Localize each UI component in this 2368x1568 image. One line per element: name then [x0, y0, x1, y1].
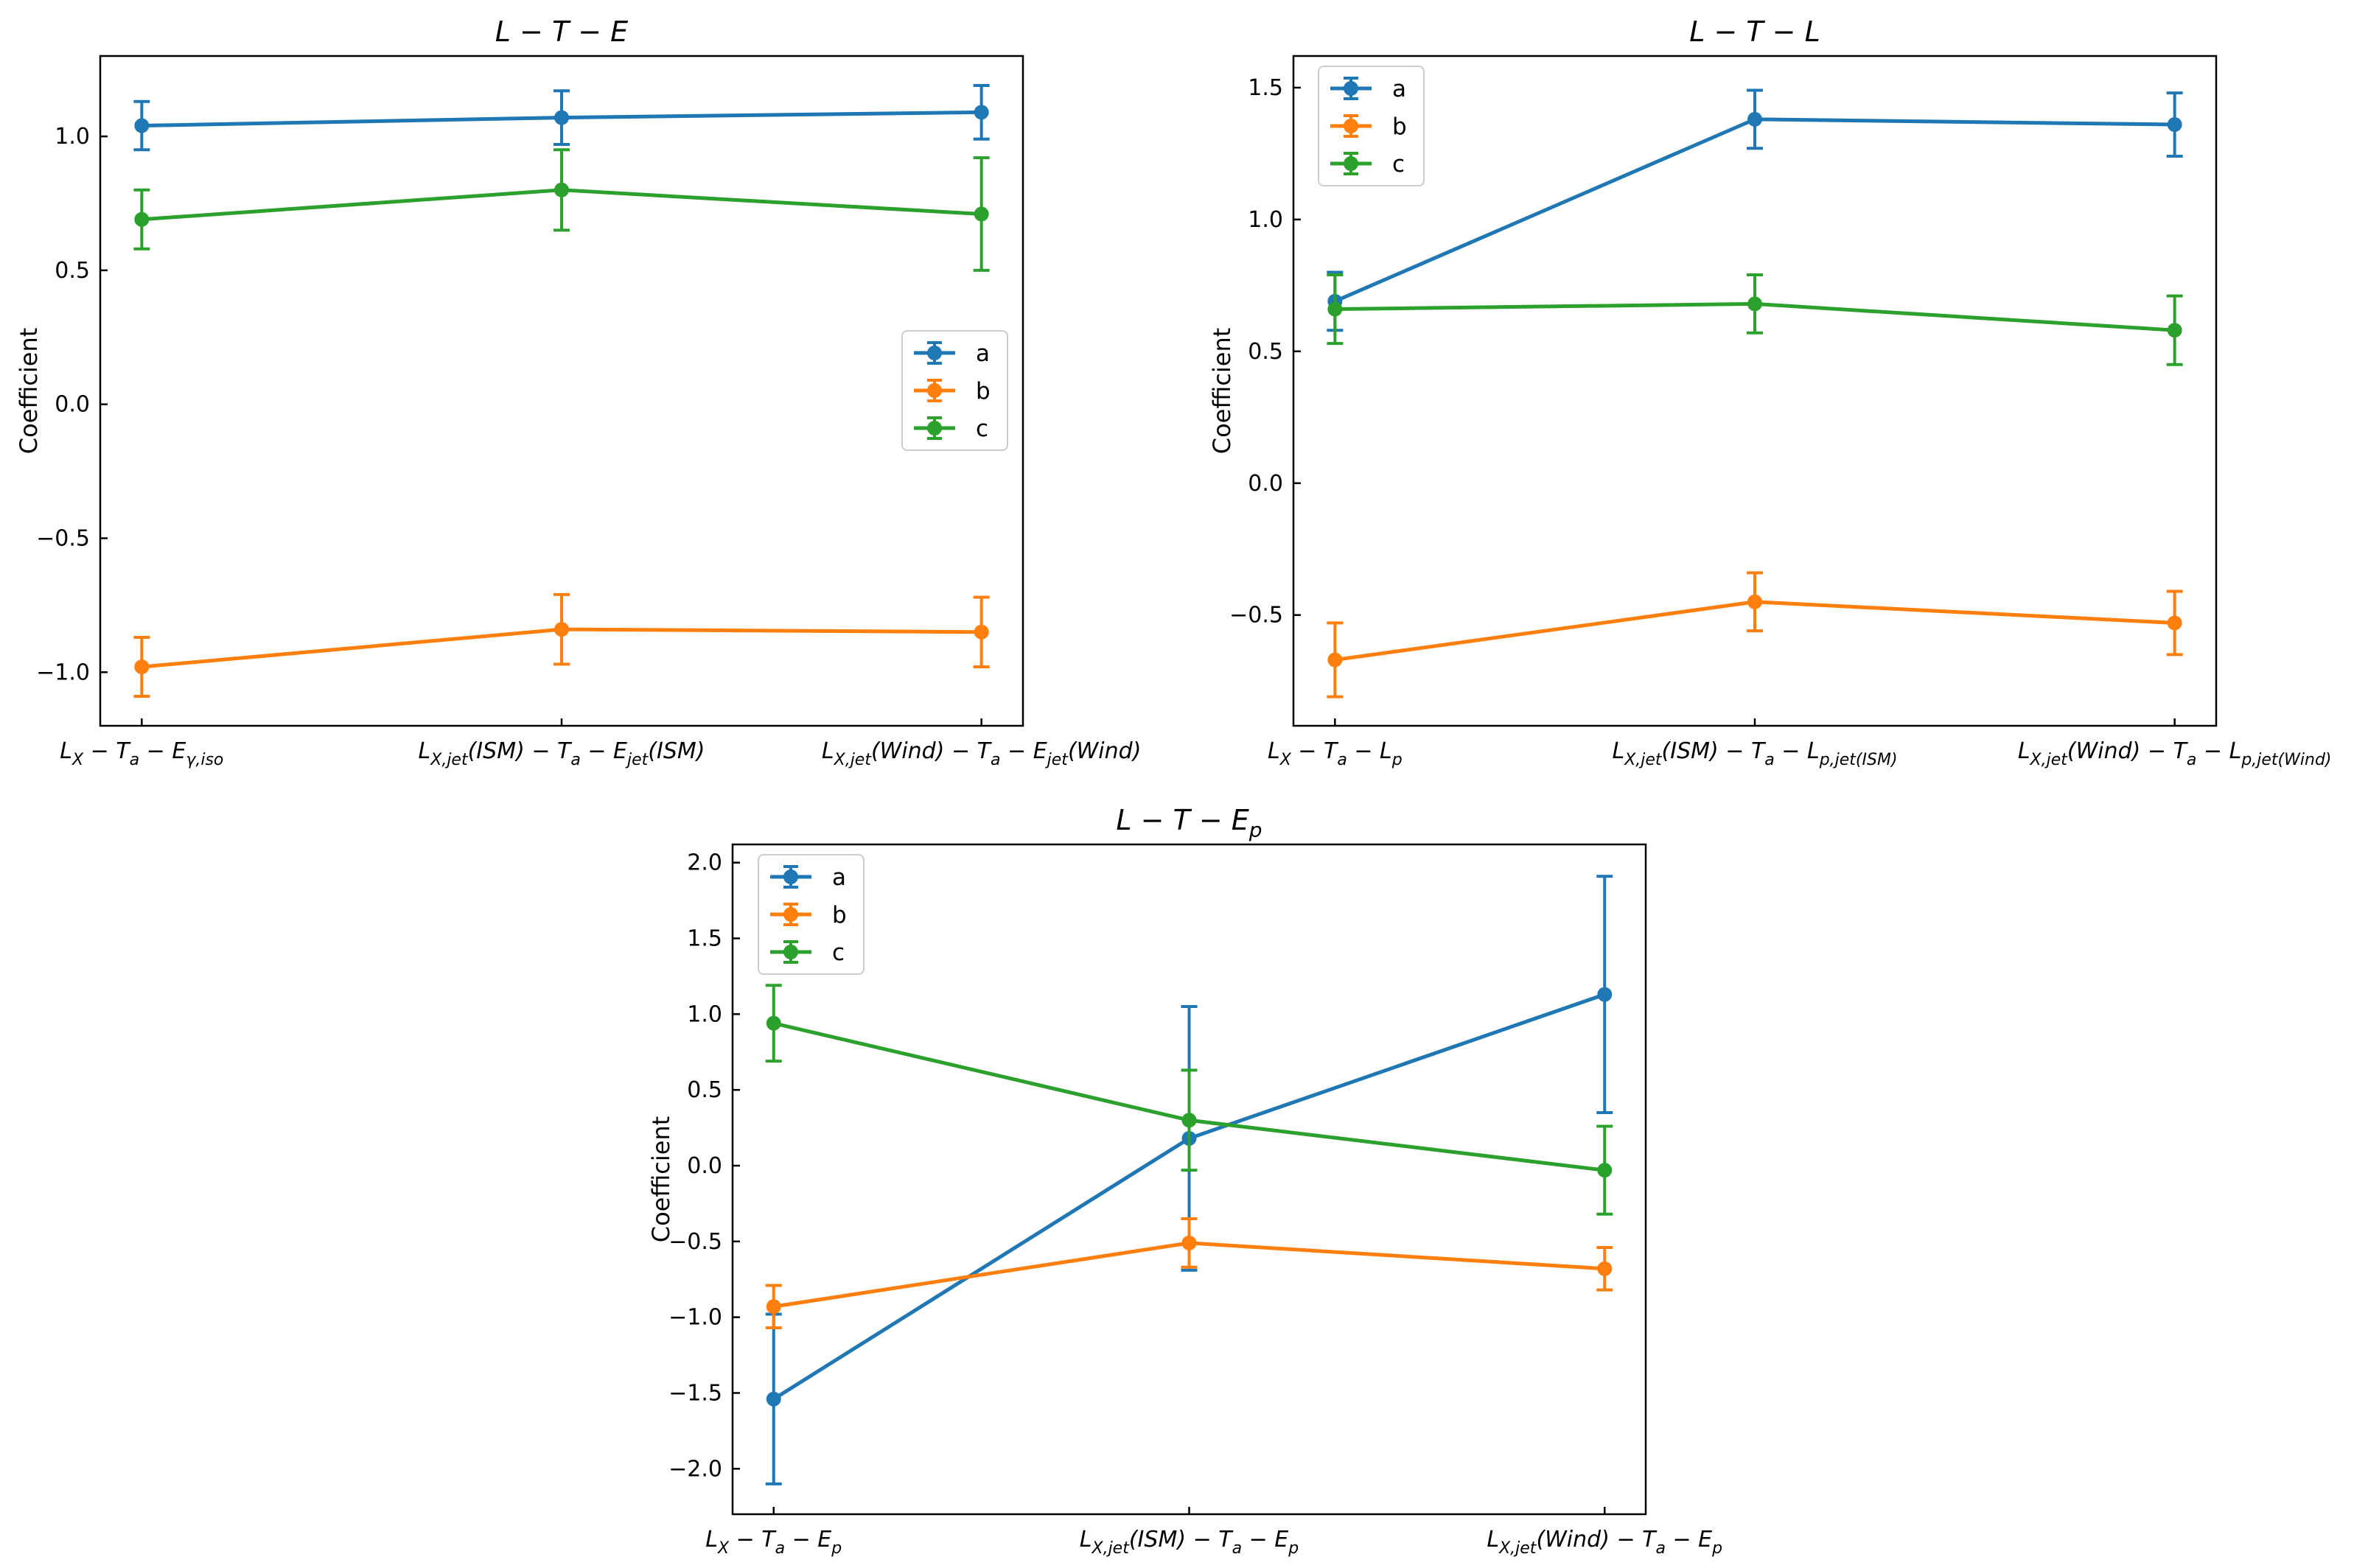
y-tick-label: −0.5: [668, 1229, 722, 1255]
legend-label: c: [976, 416, 988, 442]
data-point: [2167, 615, 2182, 631]
legend-label: b: [832, 902, 847, 928]
x-tick-label: LX,jet(Wind) − Ta​ − Lp,jet(Wind)​: [2018, 738, 2332, 769]
data-point: [134, 211, 150, 227]
panel-2: L − T − L Coefficient −0.5 0.0 0.5 1.0 1.5 LX​ …: [1208, 15, 2332, 769]
legend-label: c: [832, 939, 845, 966]
y-tick-label: 1.0: [687, 1001, 722, 1027]
data-point: [1597, 1261, 1613, 1276]
data-point: [1747, 594, 1762, 609]
data-point: [1747, 296, 1762, 312]
series-a: [765, 875, 1613, 1485]
legend-label: a: [976, 340, 990, 367]
x-tick-label: LX,jet(Wind) − Ta​ − Ep​: [1487, 1527, 1722, 1558]
series-b: [1327, 571, 2183, 699]
data-point: [2167, 323, 2182, 338]
data-point: [1597, 1163, 1613, 1178]
data-point: [134, 118, 150, 133]
y-tick-label: 1.5: [1248, 75, 1283, 101]
chart-title: L − T − E: [495, 15, 628, 48]
y-axis-label: Coefficient: [1208, 328, 1236, 455]
y-tick-label: −1.0: [36, 659, 90, 685]
data-point: [554, 182, 569, 197]
legend: abc: [758, 854, 865, 975]
data-point: [974, 206, 989, 222]
legend: abc: [901, 330, 1008, 451]
y-tick-label: 0.5: [55, 258, 90, 284]
legend-label: a: [1392, 76, 1406, 102]
data-point: [554, 110, 569, 125]
x-tick-label: LX,jet(ISM) − Ta​ − Ejet(ISM): [419, 738, 705, 769]
data-point: [1327, 301, 1343, 317]
legend-label: a: [832, 864, 846, 891]
x-tick-label: LX​ − Ta​ − Eγ,iso​: [60, 738, 223, 769]
y-tick-label: 2.0: [687, 850, 722, 876]
data-point: [974, 105, 989, 120]
panel-1: L − T − E Coefficient −1.0 −0.5 0.0 0.5 1.0 LX​…: [15, 15, 1141, 769]
data-point: [766, 1015, 781, 1031]
y-tick-label: −1.0: [668, 1305, 722, 1331]
legend-label: b: [1392, 113, 1407, 140]
data-point: [134, 659, 150, 675]
x-tick-label: LX,jet(Wind) − Ta​ − Ejet(Wind): [822, 738, 1142, 769]
series-a: [133, 83, 990, 152]
data-point: [2167, 117, 2182, 133]
y-tick-label: 0.5: [687, 1077, 722, 1103]
legend-label: c: [1392, 151, 1405, 178]
series-c: [1327, 273, 2183, 366]
data-point: [1181, 1113, 1197, 1128]
plot-frame: [99, 55, 1024, 727]
data-point: [554, 622, 569, 637]
chart-title: L − T − L: [1689, 15, 1820, 48]
series-b: [133, 592, 990, 699]
y-tick-label: −0.5: [1229, 603, 1283, 629]
legend-marker: [783, 945, 798, 959]
panel-3: L − T − Ep Coefficient −2.0 −1.5 −1.0 −0.5 0.0…: [647, 804, 1722, 1558]
series-c: [765, 984, 1613, 1216]
x-tick-label: LX,jet(ISM) − Ta​ − Ep​: [1080, 1527, 1299, 1558]
y-tick-label: 1.0: [55, 124, 90, 150]
data-point: [1327, 652, 1343, 668]
chart-title: L − T − Ep: [1116, 804, 1262, 842]
legend-marker: [927, 383, 942, 398]
legend-marker: [927, 421, 942, 435]
data-point: [1597, 987, 1613, 1002]
legend: abc: [1318, 66, 1425, 186]
plot-frame: [1292, 55, 2218, 727]
y-tick-label: −0.5: [36, 525, 90, 551]
legend-marker: [783, 907, 798, 922]
series-c: [133, 148, 990, 272]
x-tick-label: LX,jet(ISM) − Ta​ − Lp,jet(ISM)​: [1612, 738, 1897, 769]
y-tick-label: −1.5: [668, 1380, 722, 1406]
y-tick-label: 0.0: [1248, 471, 1283, 497]
plot-frame: [731, 843, 1647, 1516]
legend-marker: [1344, 156, 1358, 171]
y-tick-label: 1.5: [687, 926, 722, 952]
data-point: [766, 1391, 781, 1407]
y-tick-label: 0.0: [687, 1153, 722, 1179]
y-axis-label: Coefficient: [647, 1116, 675, 1243]
data-point: [1747, 111, 1762, 127]
legend-marker: [1344, 81, 1358, 96]
series-b: [765, 1217, 1613, 1330]
data-point: [766, 1299, 781, 1315]
data-point: [1181, 1235, 1197, 1250]
y-tick-label: 0.0: [55, 392, 90, 418]
x-tick-label: LX​ − Ta​ − Ep​: [705, 1527, 842, 1558]
y-tick-label: 1.0: [1248, 207, 1283, 233]
y-tick-label: 0.5: [1248, 339, 1283, 365]
legend-marker: [783, 869, 798, 884]
data-point: [974, 624, 989, 640]
legend-marker: [1344, 119, 1358, 133]
x-tick-label: LX​ − Ta​ − Lp​: [1268, 738, 1403, 769]
legend-marker: [927, 346, 942, 360]
y-axis-label: Coefficient: [15, 328, 43, 455]
legend-label: b: [976, 378, 991, 405]
y-tick-label: −2.0: [668, 1456, 722, 1482]
